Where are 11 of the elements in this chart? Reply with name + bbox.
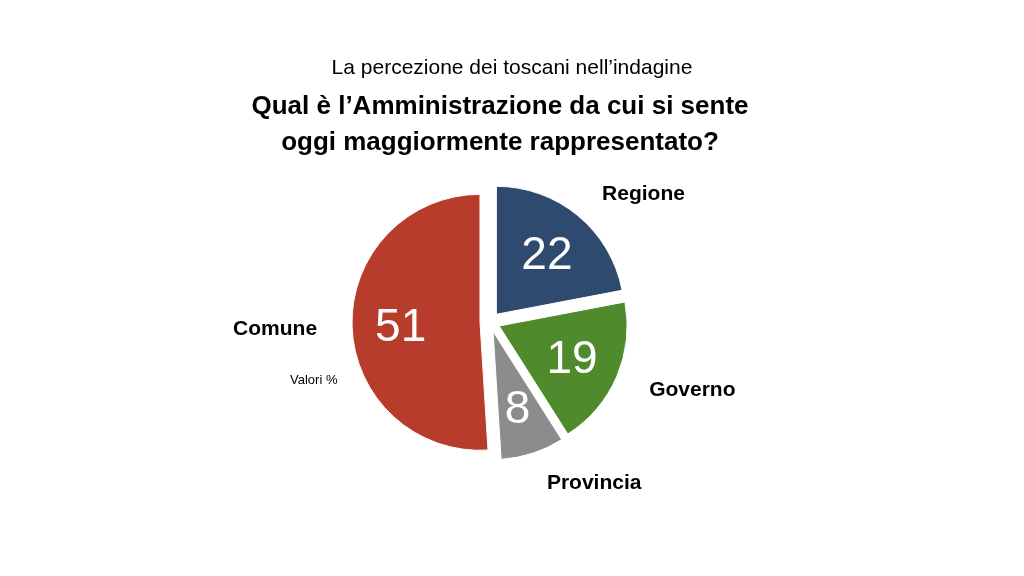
data-label: 51	[375, 298, 427, 351]
data-label: 22	[521, 227, 573, 280]
chart-title: Qual è l’Amministrazione da cui si sente oggi maggiormente rappresentato?	[251, 90, 749, 156]
slice-label: Governo	[649, 377, 736, 401]
text: Valori %	[290, 372, 338, 387]
slice-label: Comune	[233, 315, 318, 339]
chart-subtitle: La percezione dei toscani nell’indagine	[331, 55, 693, 78]
slice-label: Regione	[602, 181, 685, 205]
data-label: 8	[504, 380, 531, 433]
slice-label: Provincia	[546, 470, 642, 494]
data-label: 19	[546, 331, 598, 384]
